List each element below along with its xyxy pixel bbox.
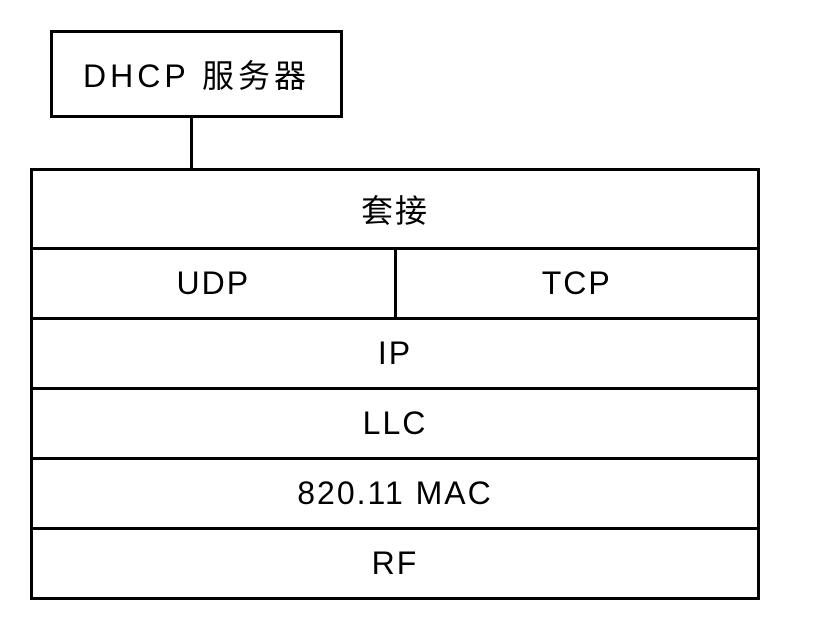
stack-row-ip: IP	[33, 320, 757, 390]
dhcp-server-label: DHCP 服务器	[83, 58, 310, 94]
stack-row-llc: LLC	[33, 390, 757, 460]
udp-layer: UDP	[33, 250, 397, 317]
protocol-stack: 套接 UDP TCP IP LLC 820.11 MAC RF	[30, 168, 760, 600]
socket-layer: 套接	[33, 171, 757, 247]
protocol-stack-diagram: DHCP 服务器 套接 UDP TCP IP LLC 820.11 MAC RF	[30, 30, 760, 600]
stack-row-transport: UDP TCP	[33, 250, 757, 320]
rf-layer: RF	[33, 530, 757, 597]
dhcp-server-box: DHCP 服务器	[50, 30, 343, 118]
stack-row-socket: 套接	[33, 171, 757, 250]
stack-row-mac: 820.11 MAC	[33, 460, 757, 530]
tcp-layer: TCP	[397, 250, 758, 317]
stack-row-rf: RF	[33, 530, 757, 597]
ip-layer: IP	[33, 320, 757, 387]
mac-layer: 820.11 MAC	[33, 460, 757, 527]
connector-line	[190, 118, 193, 168]
llc-layer: LLC	[33, 390, 757, 457]
